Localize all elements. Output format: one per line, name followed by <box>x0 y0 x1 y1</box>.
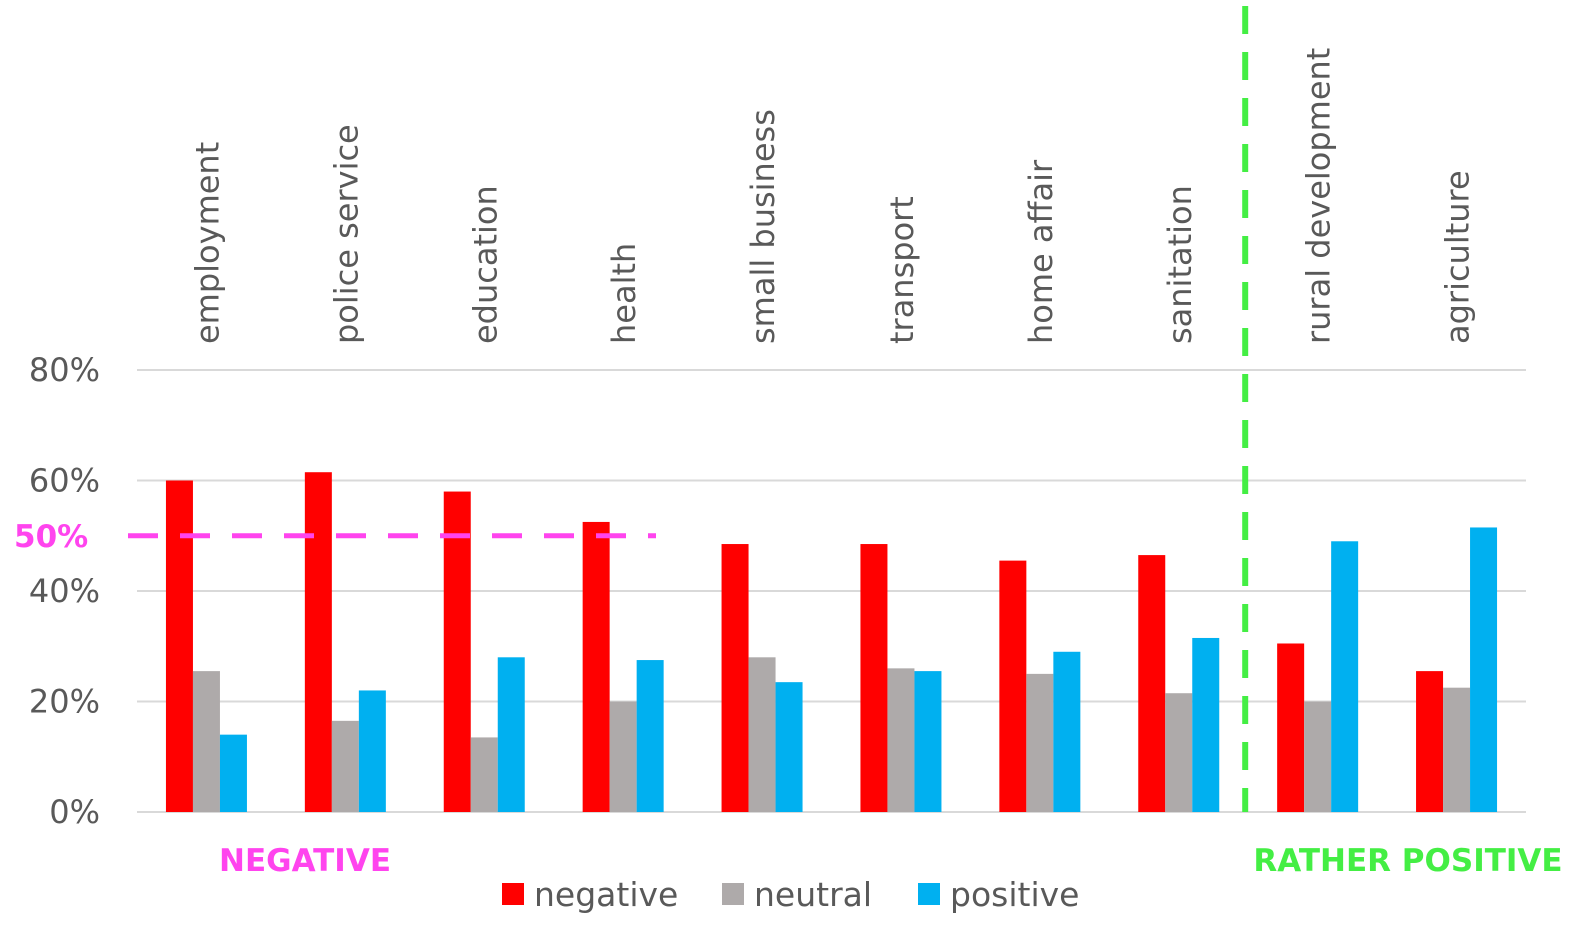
bar-rural-development-neutral <box>1304 701 1332 812</box>
bar-home-affair-negative <box>999 560 1027 812</box>
bar-police-service-positive <box>358 690 386 812</box>
overlays: 50% NEGATIVE RATHER POSITIVE <box>14 6 1563 879</box>
annotation-rather-positive: RATHER POSITIVE <box>1253 843 1562 879</box>
bar-sanitation-neutral <box>1165 693 1193 812</box>
legend-label-negative: negative <box>534 875 678 914</box>
category-label: police service <box>327 124 365 344</box>
legend-swatch-positive <box>918 883 940 905</box>
bar-employment-negative <box>165 480 193 812</box>
y-tick-label: 60% <box>29 462 100 500</box>
legend-swatch-negative <box>502 883 524 905</box>
category-labels: employment police service education health s… <box>188 48 1476 344</box>
bar-home-affair-neutral <box>1026 673 1054 812</box>
category-label: rural development <box>1300 48 1338 344</box>
bar-education-positive <box>497 657 525 812</box>
legend-label-positive: positive <box>950 875 1079 914</box>
bar-police-service-neutral <box>331 720 359 812</box>
bar-small-business-negative <box>721 544 749 812</box>
legend-label-neutral: neutral <box>754 875 872 914</box>
bar-health-negative <box>582 521 610 812</box>
bar-employment-positive <box>219 734 247 812</box>
bar-transport-neutral <box>887 668 915 812</box>
bar-small-business-positive <box>775 682 803 812</box>
y-tick-label: 80% <box>29 351 100 389</box>
bar-agriculture-negative <box>1416 671 1444 812</box>
y-axis-ticks: 0% 20% 40% 60% 80% <box>29 351 100 831</box>
bar-employment-neutral <box>192 671 220 812</box>
bar-education-neutral <box>470 737 498 812</box>
category-label: education <box>466 185 504 344</box>
bar-home-affair-positive <box>1053 651 1081 812</box>
bar-transport-negative <box>860 544 888 812</box>
category-label: agriculture <box>1439 170 1477 344</box>
legend-swatch-neutral <box>722 883 744 905</box>
category-label: transport <box>883 196 921 344</box>
category-label: home affair <box>1022 159 1060 344</box>
category-label: sanitation <box>1161 185 1199 344</box>
bar-agriculture-neutral <box>1443 687 1471 812</box>
category-label: small business <box>744 109 782 344</box>
legend: negative neutral positive <box>502 875 1079 914</box>
y-tick-label: 20% <box>29 683 100 721</box>
bar-health-neutral <box>609 701 637 812</box>
category-label: employment <box>188 142 226 344</box>
bar-agriculture-positive <box>1470 527 1498 812</box>
bars <box>165 472 1498 812</box>
annotation-negative: NEGATIVE <box>219 843 391 879</box>
category-label: health <box>605 243 643 344</box>
bar-small-business-neutral <box>748 657 776 812</box>
bar-education-negative <box>443 491 471 812</box>
bar-transport-positive <box>914 671 942 812</box>
bar-police-service-negative <box>304 472 332 812</box>
bar-rural-development-positive <box>1331 541 1359 812</box>
bar-sanitation-positive <box>1192 637 1220 812</box>
bar-health-positive <box>636 660 664 812</box>
bar-rural-development-negative <box>1277 643 1305 812</box>
y-tick-label: 40% <box>29 572 100 610</box>
bar-sanitation-negative <box>1138 555 1166 812</box>
y-tick-label: 0% <box>49 793 100 831</box>
threshold-label: 50% <box>14 519 88 555</box>
